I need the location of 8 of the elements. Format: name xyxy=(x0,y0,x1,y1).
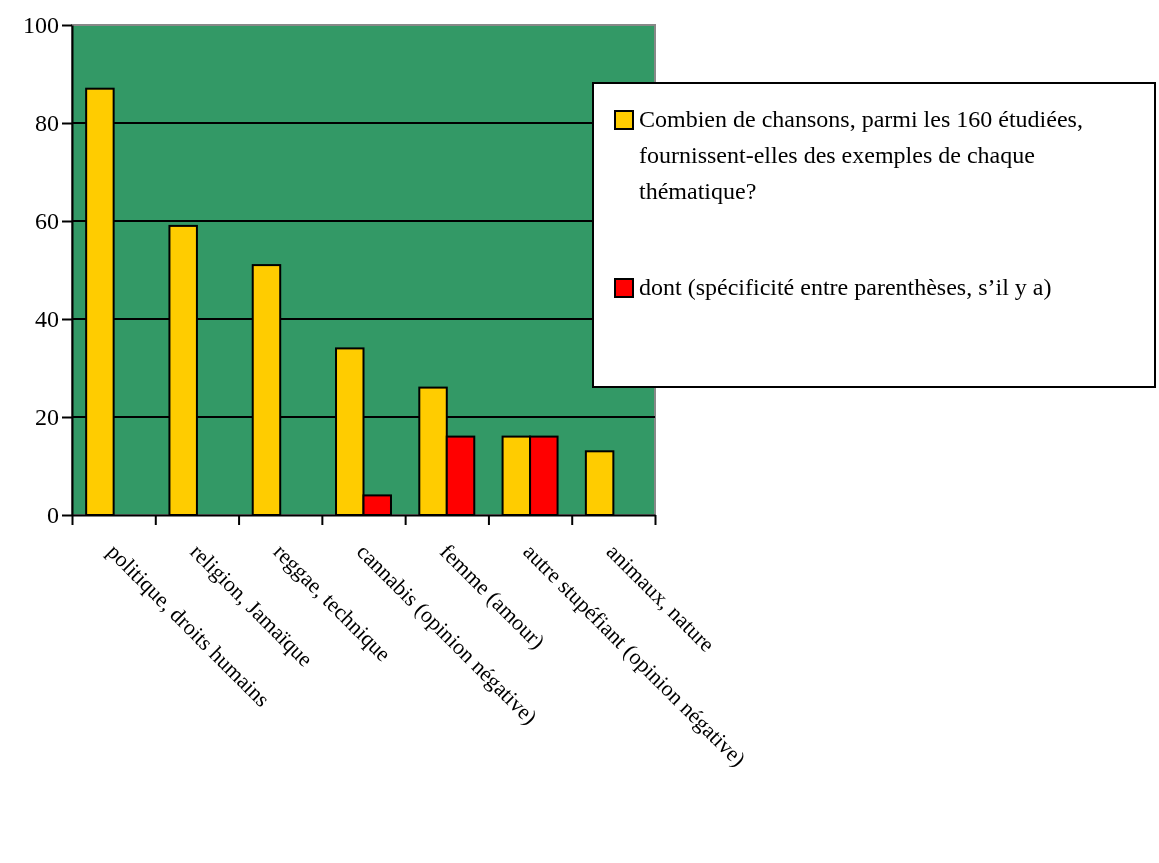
y-tick-label: 60 xyxy=(35,208,59,235)
y-tick-label: 80 xyxy=(35,110,59,137)
legend-label: dont (spécificité entre parenthèses, s’il y a) xyxy=(639,274,1052,300)
y-tick-label: 40 xyxy=(35,306,59,333)
legend-label: Combien de chansons, parmi les 160 étudiées, fournissent-elles des exemples de chaque thématique? xyxy=(639,106,1083,204)
y-tick-label: 20 xyxy=(35,404,59,431)
y-tick-label: 0 xyxy=(47,502,59,529)
y-tick-label: 100 xyxy=(23,12,59,39)
